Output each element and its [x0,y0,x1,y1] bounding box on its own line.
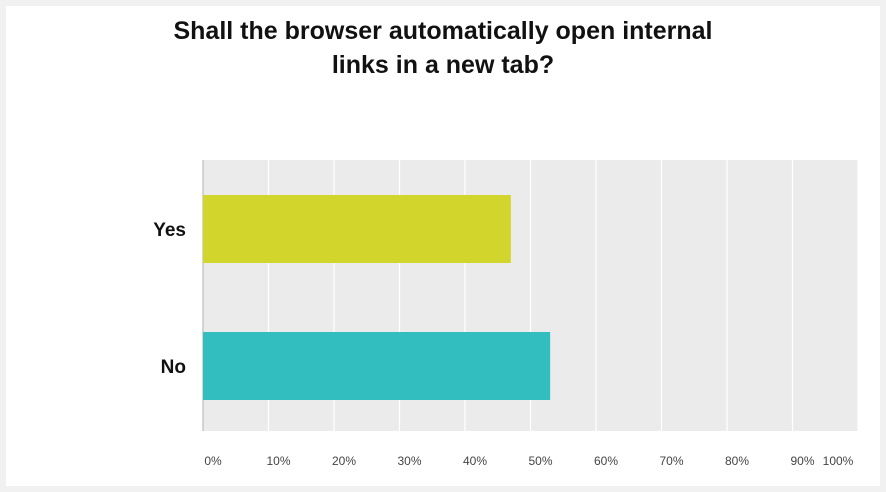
x-tick-label: 20% [332,454,356,468]
chart-title: Shall the browser automatically open int… [0,14,886,82]
chart-title-line-2: links in a new tab? [331,51,555,79]
x-tick-label: 30% [397,454,421,468]
x-tick-label: 40% [463,454,487,468]
x-tick-label: 50% [528,454,552,468]
bar-no [203,332,551,400]
x-tick-labels: 0% 10% 20% 30% 40% 50% 60% 70% 80% 90% 100% [204,454,853,468]
bars [203,195,551,400]
x-tick-label: 60% [594,454,618,468]
category-label-yes: Yes [153,220,186,241]
chart-title-line-1: Shall the browser automatically open int… [173,17,713,45]
x-tick-label: 70% [659,454,683,468]
category-label-no: No [161,357,186,378]
x-tick-label: 90% [790,454,814,468]
x-tick-label: 0% [204,454,222,468]
bar-yes [203,195,511,263]
x-tick-label: 10% [266,454,290,468]
x-tick-label: 100% [823,454,854,468]
x-tick-label: 80% [725,454,749,468]
category-labels: Yes No [153,220,186,378]
